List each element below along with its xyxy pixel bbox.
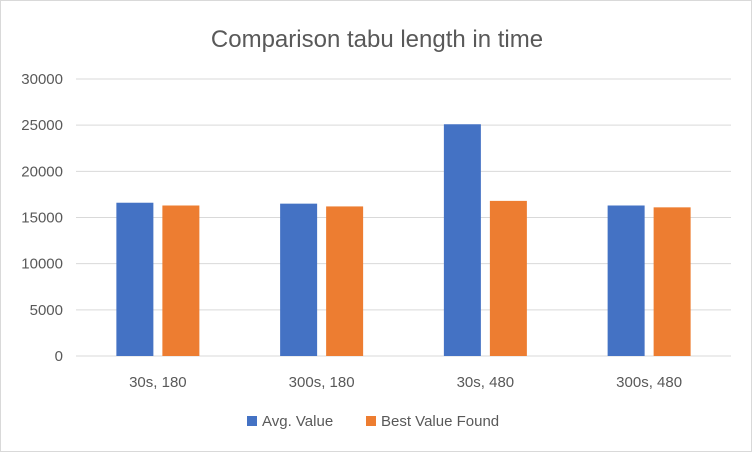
y-tick-label: 30000 xyxy=(21,71,63,88)
legend-label: Best Value Found xyxy=(381,413,499,430)
bar-best-value-found xyxy=(489,200,527,356)
x-axis-tick-labels: 30s, 180 300s, 180 30s, 480 300s, 480 xyxy=(129,374,682,391)
bar-best-value-found xyxy=(162,205,200,356)
y-tick-label: 15000 xyxy=(21,210,63,227)
bar-avg-value xyxy=(607,205,645,356)
y-tick-label: 5000 xyxy=(30,302,63,319)
y-tick-label: 0 xyxy=(55,348,63,365)
bar-avg-value xyxy=(116,202,154,356)
x-tick-label: 30s, 480 xyxy=(457,374,515,391)
legend-swatch xyxy=(247,416,257,426)
y-tick-label: 10000 xyxy=(21,256,63,273)
y-tick-label: 25000 xyxy=(21,117,63,134)
legend-label: Avg. Value xyxy=(262,413,333,430)
x-tick-label: 30s, 180 xyxy=(129,374,187,391)
x-tick-label: 300s, 480 xyxy=(616,374,682,391)
bar-avg-value xyxy=(443,124,481,356)
x-tick-label: 300s, 180 xyxy=(289,374,355,391)
chart-title: Comparison tabu length in time xyxy=(211,26,543,53)
bar-best-value-found xyxy=(326,206,364,356)
y-tick-label: 20000 xyxy=(21,163,63,180)
bars xyxy=(116,124,691,356)
bar-best-value-found xyxy=(653,207,691,356)
bar-avg-value xyxy=(280,203,318,356)
y-axis-tick-labels: 0 5000 10000 15000 20000 25000 30000 xyxy=(21,71,63,365)
legend-swatch xyxy=(366,416,376,426)
legend: Avg. Value Best Value Found xyxy=(247,413,499,430)
